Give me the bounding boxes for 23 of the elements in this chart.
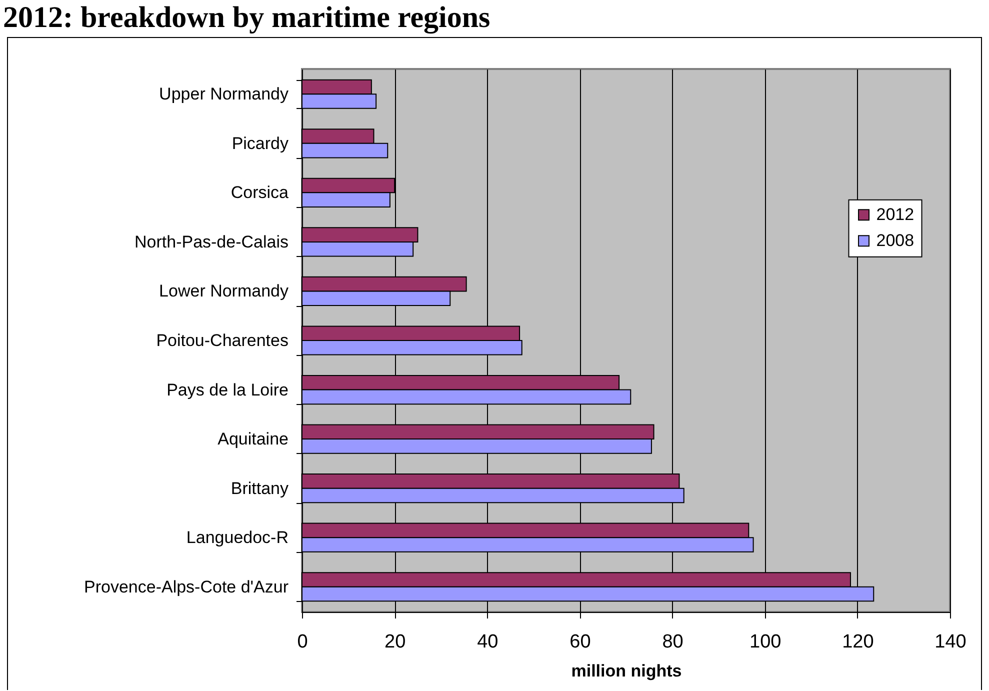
y-tick-label: Languedoc-R xyxy=(186,528,288,548)
x-tick-label: 0 xyxy=(297,632,308,652)
y-tick-label: Lower Normandy xyxy=(159,282,289,301)
x-tick-label: 40 xyxy=(477,632,498,652)
x-tick-label: 20 xyxy=(384,632,406,652)
x-tick-label: 60 xyxy=(570,632,591,652)
x-tick-label: 140 xyxy=(934,632,966,652)
y-tick-label: Provence-Alps-Cote d'Azur xyxy=(84,577,289,596)
y-tick-label: North-Pas-de-Calais xyxy=(134,232,288,252)
y-tick-label: Brittany xyxy=(230,478,289,498)
x-tick-label: 100 xyxy=(750,632,782,652)
y-tick-label: Upper Normandy xyxy=(159,84,289,104)
y-tick-label: Poitou-Charentes xyxy=(156,331,288,350)
x-axis-title: million nights xyxy=(571,662,682,680)
legend-label: 2012 xyxy=(876,204,914,224)
x-tick-label: 80 xyxy=(662,632,684,652)
legend-label: 2008 xyxy=(876,230,914,250)
chart-title: 2012: breakdown by maritime regions xyxy=(3,1,490,34)
y-tick-label: Pays de la Loire xyxy=(166,380,288,400)
x-tick-label: 120 xyxy=(842,632,874,652)
y-tick-label: Picardy xyxy=(232,134,289,153)
y-tick-label: Corsica xyxy=(230,183,290,202)
y-tick-label: Aquitaine xyxy=(218,430,288,449)
